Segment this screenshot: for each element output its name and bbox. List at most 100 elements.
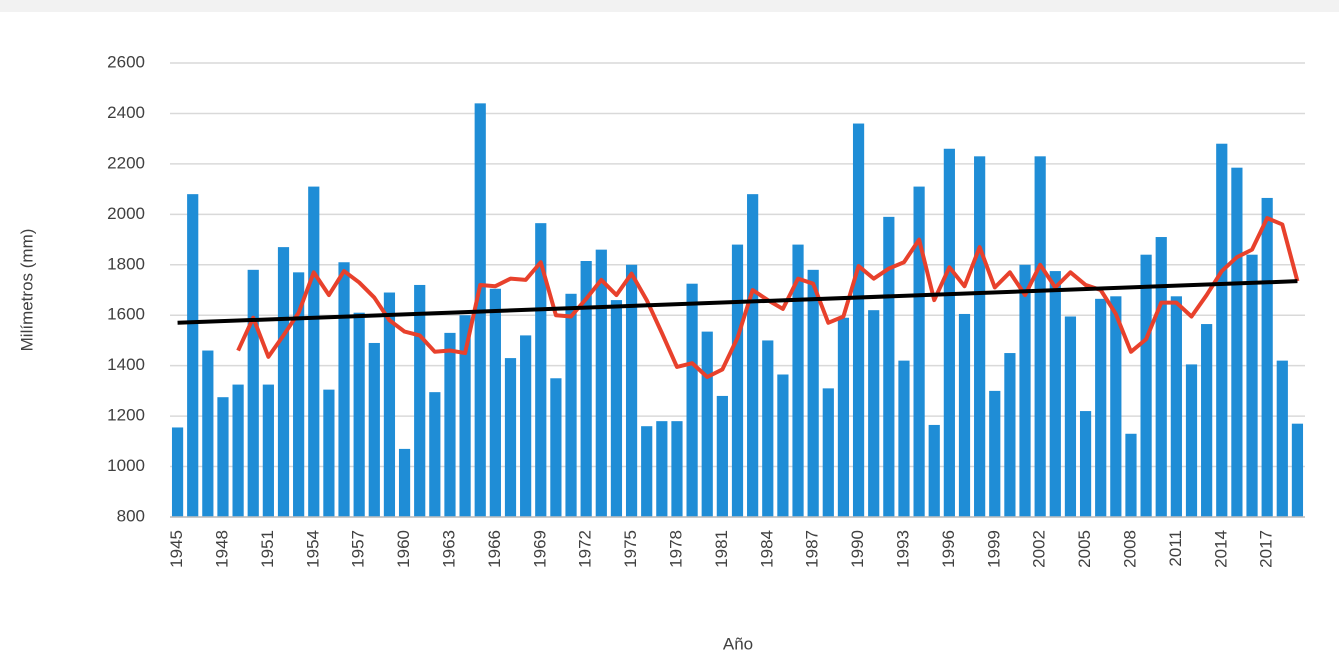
bar (1140, 254, 1152, 517)
y-axis-label: Milímetros (mm) (17, 229, 36, 352)
x-tick-label: 1945 (167, 530, 186, 568)
y-tick-label: 800 (117, 506, 145, 525)
bar (747, 194, 759, 517)
x-tick-label: 2014 (1211, 530, 1230, 568)
bar (1125, 433, 1137, 517)
y-tick-label: 1600 (107, 305, 145, 324)
bar (323, 389, 335, 517)
bar (217, 397, 229, 517)
bar (1155, 237, 1167, 518)
x-tick-label: 2008 (1120, 530, 1139, 568)
bar (792, 244, 804, 517)
bar (837, 317, 850, 517)
bar (1110, 296, 1122, 517)
x-tick-label: 1960 (394, 530, 413, 568)
bar (277, 247, 290, 517)
y-tick-label: 1400 (107, 355, 145, 374)
bar (731, 244, 744, 517)
bar (1034, 156, 1046, 518)
bar (580, 260, 592, 517)
bar (293, 272, 305, 517)
bar (247, 269, 259, 517)
x-tick-label: 1987 (803, 530, 822, 568)
y-tick-label: 2000 (107, 204, 145, 223)
x-axis-label: Año (723, 634, 753, 653)
bar (716, 395, 728, 517)
bar (504, 358, 517, 517)
bar (308, 186, 320, 518)
bar (641, 426, 653, 517)
bar (459, 315, 471, 517)
bar (822, 388, 834, 517)
bar (898, 360, 910, 517)
x-tick-label: 2011 (1166, 530, 1185, 567)
x-tick-label: 1978 (666, 530, 685, 568)
bar (202, 350, 214, 517)
bar (686, 283, 698, 517)
y-tick-label: 2600 (107, 52, 145, 71)
bar (338, 262, 350, 517)
x-tick-label: 1957 (349, 530, 368, 568)
bar (1049, 271, 1061, 517)
x-tick-label: 1996 (939, 530, 958, 568)
bar (368, 342, 380, 517)
x-tick-label: 2017 (1257, 530, 1276, 568)
bar (671, 421, 683, 517)
bar (913, 186, 925, 518)
trend-line (177, 279, 1298, 325)
bar (1064, 316, 1077, 517)
x-tick-label: 1999 (984, 530, 1003, 568)
bar (383, 292, 396, 517)
bar (852, 123, 865, 518)
bar (1261, 197, 1273, 517)
bar (807, 269, 819, 517)
bar (1079, 411, 1092, 517)
bar (958, 313, 971, 517)
bar (232, 384, 244, 517)
bar (1231, 167, 1243, 517)
y-tick-label: 1800 (107, 254, 145, 273)
bar (171, 427, 184, 517)
bar (429, 392, 441, 517)
bar (353, 312, 365, 517)
bar (701, 331, 713, 517)
bar (1246, 254, 1258, 517)
x-tick-label: 2005 (1075, 530, 1094, 568)
x-tick-label: 2002 (1030, 530, 1049, 568)
bar (550, 378, 562, 517)
bar (943, 148, 955, 517)
bar (974, 156, 986, 518)
x-tick-label: 1954 (303, 530, 322, 568)
bar (1019, 264, 1031, 517)
bar (656, 421, 668, 517)
bar (1276, 360, 1288, 517)
bar (595, 249, 607, 517)
bar (1095, 298, 1107, 517)
bar (928, 424, 940, 517)
x-tick-label: 1981 (712, 530, 731, 568)
bar (444, 332, 456, 517)
y-tick-label: 1200 (107, 406, 145, 425)
x-tick-label: 1975 (621, 530, 640, 568)
bar (1185, 364, 1198, 517)
bar (262, 384, 274, 517)
bar (1004, 353, 1016, 517)
bar (868, 310, 880, 517)
x-tick-label: 1969 (530, 530, 549, 568)
bar (777, 374, 789, 517)
x-tick-label: 1972 (576, 530, 595, 568)
bar (520, 335, 532, 517)
bar (1170, 296, 1182, 517)
bar (625, 264, 638, 517)
x-tick-label: 1966 (485, 530, 504, 568)
bar (398, 448, 411, 517)
bar (414, 284, 426, 517)
bar (565, 293, 577, 517)
y-tick-label: 1000 (107, 456, 145, 475)
bar (1291, 423, 1304, 517)
x-tick-label: 1990 (848, 530, 867, 568)
bar (883, 216, 895, 517)
bar (187, 194, 199, 517)
y-tick-label: 2400 (107, 103, 145, 122)
